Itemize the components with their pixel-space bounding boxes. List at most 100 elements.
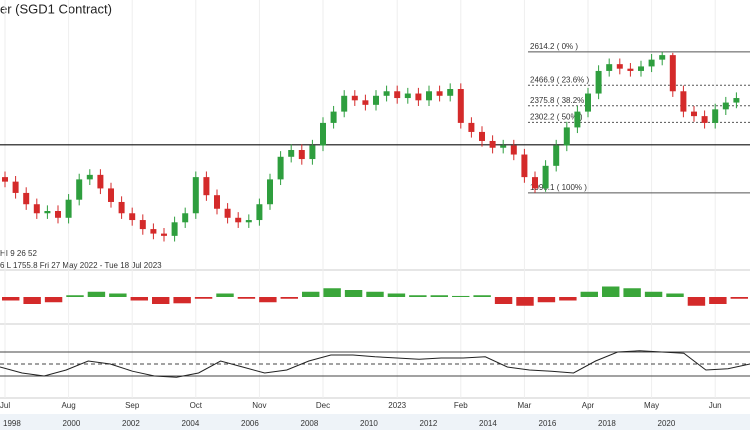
candle-body [532,177,538,189]
macd-bar [409,295,427,297]
candle-body [44,211,51,214]
navigator-year: 2006 [241,419,259,428]
x-tick-label: Jun [709,401,722,410]
candle-body [691,111,697,117]
x-tick-label: 2023 [388,401,406,410]
fib-label: 2302.2 ( 50% ) [530,113,583,122]
candle-body [436,91,443,96]
macd-bar [323,288,341,297]
candle-body [574,111,581,128]
candle-body [701,116,708,123]
candle-body [277,156,284,180]
macd-bar [537,297,556,303]
macd-bar [344,290,363,297]
candle-body [309,145,316,160]
candle-body [235,217,242,223]
x-tick-label: Oct [190,401,203,410]
candle-body [510,145,517,155]
navigator-year: 2014 [479,419,497,428]
navigator-year: 1998 [3,419,21,428]
candle-body [638,66,644,71]
macd-bar [387,293,406,297]
candle-body [267,179,273,205]
navigator-year: 2018 [598,419,616,428]
candle-body [563,127,570,146]
macd-bar [87,291,106,297]
x-tick-label: Feb [454,401,468,410]
macd-bar [173,297,191,304]
candle-body [616,64,623,69]
candle-body [648,59,655,67]
legend-line: 6 L 1755.8 Fri 27 May 2022 - Tue 18 Jul … [0,261,162,270]
fib-label: 1990.1 ( 100% ) [530,183,587,192]
fib-label: 2375.8 ( 38.2% ) [530,96,589,105]
macd-bar [302,291,320,297]
candle-body [214,195,220,209]
candle-body [373,95,379,105]
navigator [0,414,750,430]
navigator-year: 2000 [63,419,81,428]
candle-body [659,55,666,60]
macd-bar [623,288,641,297]
macd-bar [730,297,748,299]
candle-body [680,91,687,112]
macd-bar [430,295,448,297]
candle-body [426,91,432,101]
macd-bar [2,297,20,301]
candle-body [182,213,189,223]
candle-body [415,93,422,101]
macd-bar [44,297,63,303]
macd-bar [580,291,598,297]
candle-body [722,102,729,110]
candle-body [139,220,146,230]
macd-bar [687,297,706,306]
macd-bar [666,293,684,297]
candle-body [521,154,528,178]
fib-label: 2614.2 ( 0% ) [530,42,578,51]
candle-body [330,111,337,123]
x-tick-label: May [644,401,659,410]
candle-body [171,222,178,236]
candle-body [341,95,348,112]
candle-body [627,68,634,71]
macd-bar [109,293,127,297]
navigator-year: 2008 [301,419,319,428]
candle-body [468,122,475,132]
navigator-year: 2004 [182,419,200,428]
candle-body [362,100,369,105]
candle-body [500,145,507,148]
candle-body [288,150,295,157]
candle-body [733,98,740,103]
x-tick-label: Nov [252,401,266,410]
candle-body [669,55,676,92]
candle-body [553,145,560,166]
candle-body [65,199,72,218]
x-tick-label: Sep [125,401,140,410]
candle-body [12,181,19,193]
x-tick-label: Aug [61,401,75,410]
x-tick-label: Apr [582,401,595,410]
candle-body [447,89,454,96]
candle-body [97,174,104,189]
fib-label: 2466.9 ( 23.6% ) [530,75,589,84]
candle-body [108,188,114,202]
candle-body [256,204,263,221]
candle-body [150,229,157,234]
macd-bar [130,297,148,301]
candle-body [203,177,210,196]
candle-body [245,220,252,223]
navigator-year: 2016 [539,419,557,428]
candle-body [23,192,30,205]
macd-bar [259,297,277,303]
candle-body [457,89,464,123]
macd-bar [516,297,534,306]
macd-bar [216,293,234,297]
candle-body [118,201,125,214]
candle-body [489,140,496,148]
chart-title: er (SGD1 Contract) [0,1,112,16]
x-tick-label: Jul [0,401,10,410]
candle-body [404,93,411,99]
candle-body [712,109,719,123]
candle-body [542,165,549,189]
